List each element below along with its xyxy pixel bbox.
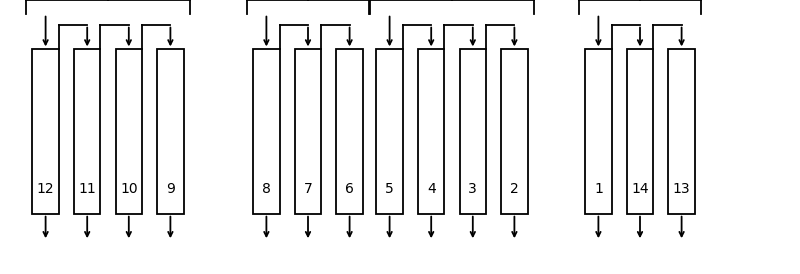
Text: 11: 11 bbox=[78, 182, 96, 196]
Text: 5: 5 bbox=[386, 182, 394, 196]
Bar bbox=[336, 49, 363, 214]
Bar bbox=[294, 49, 321, 214]
Bar bbox=[74, 49, 101, 214]
Bar bbox=[459, 49, 486, 214]
Text: 8: 8 bbox=[262, 182, 271, 196]
Text: 2: 2 bbox=[510, 182, 518, 196]
Text: 4: 4 bbox=[427, 182, 435, 196]
Bar bbox=[669, 49, 694, 214]
Bar bbox=[253, 49, 280, 214]
Bar bbox=[586, 49, 612, 214]
Text: 9: 9 bbox=[166, 182, 175, 196]
Text: 1: 1 bbox=[594, 182, 603, 196]
Bar bbox=[116, 49, 142, 214]
Text: 7: 7 bbox=[304, 182, 312, 196]
Text: 10: 10 bbox=[120, 182, 138, 196]
Text: 3: 3 bbox=[469, 182, 477, 196]
Bar bbox=[376, 49, 402, 214]
Bar bbox=[158, 49, 184, 214]
Bar bbox=[627, 49, 654, 214]
Bar bbox=[501, 49, 527, 214]
Text: 6: 6 bbox=[345, 182, 354, 196]
Text: 13: 13 bbox=[673, 182, 690, 196]
Text: 12: 12 bbox=[37, 182, 54, 196]
Text: 14: 14 bbox=[631, 182, 649, 196]
Bar bbox=[33, 49, 59, 214]
Bar bbox=[418, 49, 445, 214]
